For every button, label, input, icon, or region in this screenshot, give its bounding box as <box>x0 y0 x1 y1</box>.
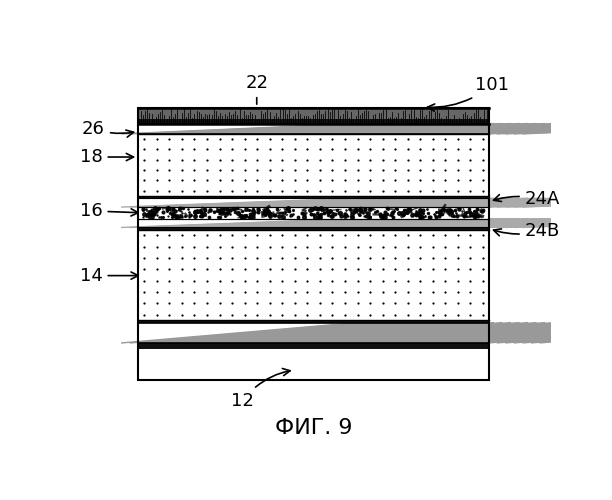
Bar <box>139 208 488 218</box>
Bar <box>138 322 489 343</box>
Bar <box>138 218 489 228</box>
Text: 16: 16 <box>80 202 138 220</box>
Bar <box>138 108 489 380</box>
Bar <box>138 196 489 198</box>
Bar <box>138 349 489 380</box>
Bar <box>138 124 489 134</box>
Bar <box>138 230 489 320</box>
Bar <box>138 198 489 207</box>
Text: 18: 18 <box>80 148 133 166</box>
Text: 14: 14 <box>80 266 138 284</box>
Text: 12: 12 <box>231 368 290 410</box>
Bar <box>138 198 489 207</box>
Text: 22: 22 <box>245 74 268 104</box>
Text: 24A: 24A <box>493 190 560 208</box>
Text: 24B: 24B <box>493 222 560 240</box>
Bar <box>138 218 489 228</box>
Bar <box>138 108 489 119</box>
Text: 26: 26 <box>82 120 133 138</box>
Bar <box>138 134 489 196</box>
Bar <box>138 119 489 124</box>
Text: 101: 101 <box>427 76 509 111</box>
Bar <box>138 207 489 218</box>
Bar <box>138 228 489 230</box>
Text: ФИГ. 9: ФИГ. 9 <box>275 418 353 438</box>
Bar <box>138 124 489 134</box>
Bar <box>138 343 489 349</box>
Bar <box>138 320 489 322</box>
Bar <box>138 322 489 343</box>
